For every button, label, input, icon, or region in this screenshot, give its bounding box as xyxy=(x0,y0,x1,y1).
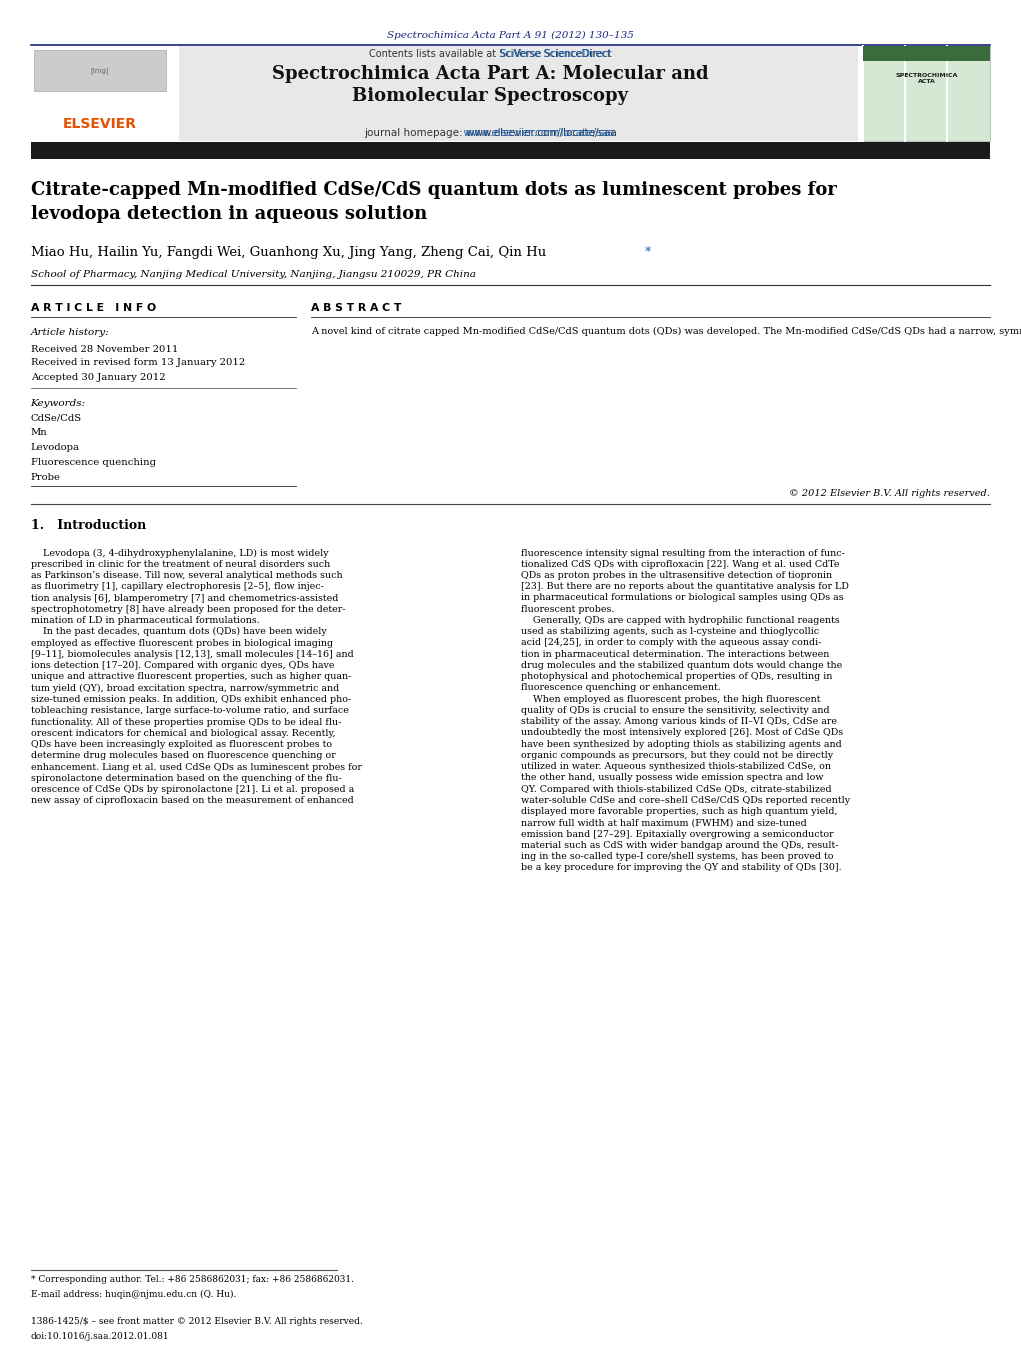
Text: 1386-1425/$ – see front matter © 2012 Elsevier B.V. All rights reserved.: 1386-1425/$ – see front matter © 2012 El… xyxy=(31,1317,362,1327)
Text: www.elsevier.com/locate/saa: www.elsevier.com/locate/saa xyxy=(366,128,615,138)
Text: ELSEVIER: ELSEVIER xyxy=(63,118,137,131)
Text: A novel kind of citrate capped Mn-modified CdSe/CdS quantum dots (QDs) was devel: A novel kind of citrate capped Mn-modifi… xyxy=(311,327,1021,336)
Bar xyxy=(863,46,990,141)
Text: [img]: [img] xyxy=(91,68,109,73)
Bar xyxy=(31,46,179,141)
Text: * Corresponding author. Tel.: +86 2586862031; fax: +86 2586862031.: * Corresponding author. Tel.: +86 258686… xyxy=(31,1275,353,1285)
Bar xyxy=(34,50,166,91)
Text: Received in revised form 13 January 2012: Received in revised form 13 January 2012 xyxy=(31,358,245,367)
Text: Accepted 30 January 2012: Accepted 30 January 2012 xyxy=(31,373,165,382)
Text: Fluorescence quenching: Fluorescence quenching xyxy=(31,458,155,467)
Text: Spectrochimica Acta Part A: Molecular and
Biomolecular Spectroscopy: Spectrochimica Acta Part A: Molecular an… xyxy=(272,65,709,105)
Bar xyxy=(31,142,990,159)
Text: Miao Hu, Hailin Yu, Fangdi Wei, Guanhong Xu, Jing Yang, Zheng Cai, Qin Hu: Miao Hu, Hailin Yu, Fangdi Wei, Guanhong… xyxy=(31,246,546,259)
Text: 1.   Introduction: 1. Introduction xyxy=(31,519,146,532)
Text: CdSe/CdS: CdSe/CdS xyxy=(31,413,82,423)
Text: School of Pharmacy, Nanjing Medical University, Nanjing, Jiangsu 210029, PR Chin: School of Pharmacy, Nanjing Medical Univ… xyxy=(31,270,476,280)
Text: E-mail address: huqin@njmu.edu.cn (Q. Hu).: E-mail address: huqin@njmu.edu.cn (Q. Hu… xyxy=(31,1290,236,1300)
Text: journal homepage: www.elsevier.com/locate/saa: journal homepage: www.elsevier.com/locat… xyxy=(363,128,617,138)
Bar xyxy=(31,46,858,141)
Text: Contents lists available at SciVerse ScienceDirect: Contents lists available at SciVerse Sci… xyxy=(370,49,611,58)
Text: Levodopa (3, 4-dihydroxyphenylalanine, LD) is most widely
prescribed in clinic f: Levodopa (3, 4-dihydroxyphenylalanine, L… xyxy=(31,549,361,805)
Text: doi:10.1016/j.saa.2012.01.081: doi:10.1016/j.saa.2012.01.081 xyxy=(31,1332,169,1342)
Bar xyxy=(863,46,990,61)
Text: A R T I C L E   I N F O: A R T I C L E I N F O xyxy=(31,303,156,312)
Text: *: * xyxy=(645,246,651,259)
Text: © 2012 Elsevier B.V. All rights reserved.: © 2012 Elsevier B.V. All rights reserved… xyxy=(789,489,990,499)
Text: Received 28 November 2011: Received 28 November 2011 xyxy=(31,345,178,354)
Text: Spectrochimica Acta Part A 91 (2012) 130–135: Spectrochimica Acta Part A 91 (2012) 130… xyxy=(387,31,634,41)
Text: A B S T R A C T: A B S T R A C T xyxy=(311,303,402,312)
Text: SPECTROCHIMICA
ACTA: SPECTROCHIMICA ACTA xyxy=(895,73,959,84)
Text: Citrate-capped Mn-modified CdSe/CdS quantum dots as luminescent probes for
levod: Citrate-capped Mn-modified CdSe/CdS quan… xyxy=(31,181,836,223)
Text: Levodopa: Levodopa xyxy=(31,443,80,453)
Text: Mn: Mn xyxy=(31,428,47,438)
Text: SciVerse ScienceDirect: SciVerse ScienceDirect xyxy=(369,49,612,58)
Text: Probe: Probe xyxy=(31,473,60,482)
Text: Article history:: Article history: xyxy=(31,328,109,338)
Text: Keywords:: Keywords: xyxy=(31,399,86,408)
Text: fluorescence intensity signal resulting from the interaction of func-
tionalized: fluorescence intensity signal resulting … xyxy=(521,549,849,873)
